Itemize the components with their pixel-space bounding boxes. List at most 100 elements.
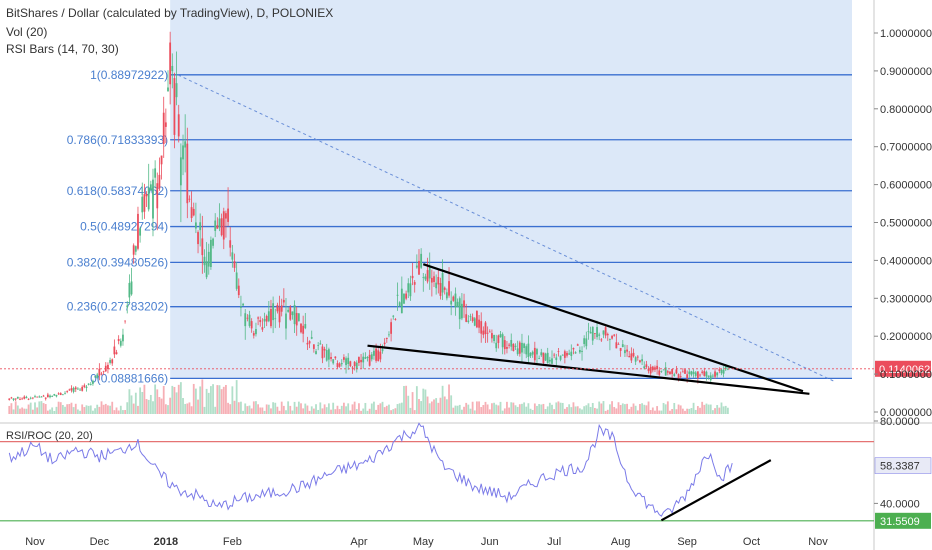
time-axis-label: Jul: [547, 536, 561, 548]
candle-body: [19, 398, 21, 400]
candle-body: [156, 183, 159, 209]
candle-body: [641, 359, 643, 362]
candle-body: [533, 347, 536, 361]
volume-bar: [40, 401, 43, 414]
candle-body: [164, 122, 167, 127]
candle-body: [327, 349, 330, 360]
volume-bar: [100, 401, 103, 414]
volume-bar: [568, 404, 571, 414]
candle-body: [647, 368, 650, 372]
candle-body: [501, 334, 504, 348]
volume-bar: [347, 403, 350, 414]
candle-body: [29, 397, 32, 399]
volume-bar: [308, 410, 311, 414]
fib-retracement-fill: [170, 0, 852, 379]
volume-bar: [85, 405, 88, 414]
candle-body: [694, 372, 697, 376]
candle-body: [171, 65, 174, 72]
candle-body: [304, 324, 307, 329]
fib-level-label: 0.786(0.71833393): [67, 133, 168, 147]
volume-bar: [501, 410, 504, 414]
volume-bar: [312, 408, 315, 414]
candle-body: [540, 352, 543, 356]
candle-body: [649, 366, 652, 374]
volume-bars: [8, 379, 729, 414]
volume-bar: [675, 409, 678, 414]
candle-body: [265, 315, 268, 322]
candle-body: [602, 330, 605, 335]
candle-body: [100, 373, 103, 375]
candle-body: [598, 334, 601, 336]
candle-body: [74, 387, 77, 390]
volume-bar: [57, 401, 60, 414]
volume-bar: [201, 379, 204, 414]
volume-bar: [16, 405, 19, 414]
volume-bar: [643, 404, 646, 414]
volume-bar: [330, 409, 332, 414]
candle-body: [231, 252, 234, 260]
candle-body: [458, 298, 461, 320]
candle-body: [368, 354, 371, 366]
volume-bar: [240, 401, 242, 414]
candle-body: [315, 351, 317, 355]
fib-level-label: 0.382(0.39480526): [67, 255, 168, 269]
candle-body: [624, 350, 626, 354]
volume-bar: [544, 409, 547, 414]
candle-body: [643, 366, 646, 369]
candle-body: [201, 238, 204, 256]
volume-bar: [437, 402, 440, 414]
candle-body: [364, 357, 367, 359]
candle-body: [671, 368, 674, 374]
candle-body: [306, 342, 309, 345]
candle-body: [132, 245, 135, 255]
candle-body: [536, 349, 538, 355]
volume-bar: [589, 406, 592, 414]
candle-body: [476, 310, 478, 328]
candle-body: [379, 351, 382, 360]
volume-bar: [476, 401, 478, 414]
candle-body: [439, 283, 442, 296]
candle-body: [619, 347, 622, 351]
candle-body: [645, 364, 648, 368]
candle-body: [222, 211, 225, 240]
volume-bar: [282, 405, 285, 414]
candle-body: [177, 114, 180, 137]
volume-bar: [555, 402, 558, 414]
candle-body: [673, 374, 676, 376]
volume-bar: [658, 410, 661, 414]
volume-bar: [21, 407, 24, 414]
candle-body: [699, 374, 701, 376]
volume-bar: [690, 408, 693, 414]
candle-body: [182, 145, 184, 160]
volume-bar: [366, 410, 369, 414]
rsi-roc-legend: RSI/ROC (20, 20): [6, 430, 93, 442]
candle-body: [454, 293, 457, 308]
volume-bar: [14, 401, 17, 414]
candle-body: [675, 369, 678, 374]
candle-body: [302, 325, 305, 334]
candle-body: [14, 398, 17, 400]
volume-bar: [415, 386, 418, 414]
volume-bar: [119, 405, 122, 414]
candle-body: [424, 276, 427, 280]
fib-level-label: 0.5(0.48927294): [80, 220, 168, 234]
candle-body: [203, 256, 206, 266]
volume-bar: [171, 385, 174, 414]
volume-bar: [158, 397, 161, 414]
volume-bar: [671, 409, 674, 414]
volume-bar: [51, 407, 54, 414]
candle-body: [255, 329, 257, 335]
volume-bar: [278, 410, 281, 414]
candle-body: [72, 387, 75, 392]
volume-bar: [261, 407, 264, 414]
candle-body: [546, 352, 549, 364]
volume-bar: [480, 407, 483, 414]
candle-body: [403, 293, 405, 304]
candle-body: [248, 314, 251, 326]
volume-bar: [508, 407, 510, 414]
candle-body: [126, 305, 129, 308]
